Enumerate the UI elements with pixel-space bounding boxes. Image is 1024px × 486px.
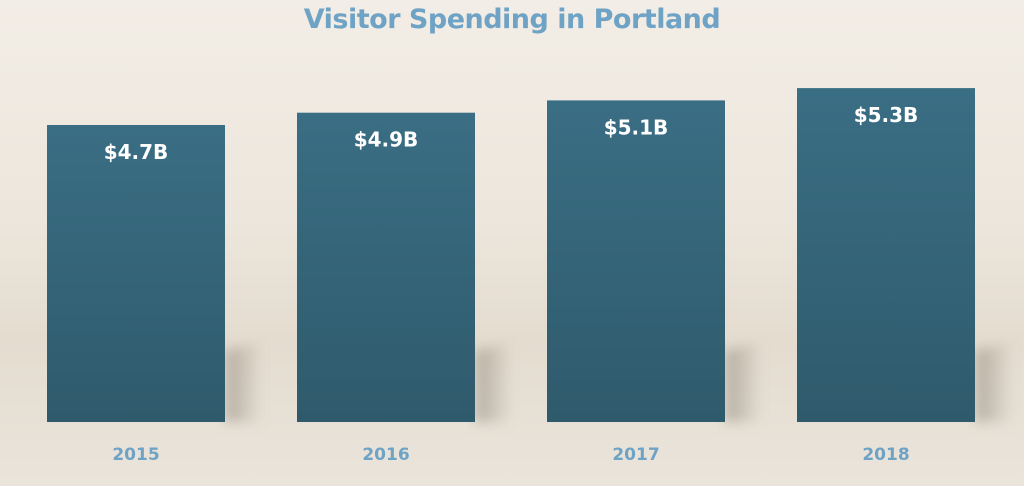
- chart-title: Visitor Spending in Portland: [303, 4, 721, 35]
- bar-shadow: [725, 342, 763, 422]
- bar-shadow: [225, 342, 263, 422]
- bar-value-label: $5.1B: [604, 115, 669, 139]
- x-tick-label: 2016: [362, 445, 409, 465]
- bar-2017: [547, 100, 725, 423]
- bar-2016: [297, 112, 475, 422]
- bar-value-label: $4.9B: [354, 128, 419, 152]
- bar-value-label: $5.3B: [854, 103, 919, 127]
- x-tick-label: 2017: [612, 445, 659, 465]
- x-tick-label: 2015: [112, 445, 159, 465]
- bar-2018: [797, 88, 975, 422]
- bar-value-label: $4.7B: [104, 140, 169, 164]
- bar-shadow: [475, 342, 513, 422]
- bar-shadow: [975, 342, 1013, 422]
- x-tick-label: 2018: [862, 445, 909, 465]
- bar-2015: [47, 125, 225, 422]
